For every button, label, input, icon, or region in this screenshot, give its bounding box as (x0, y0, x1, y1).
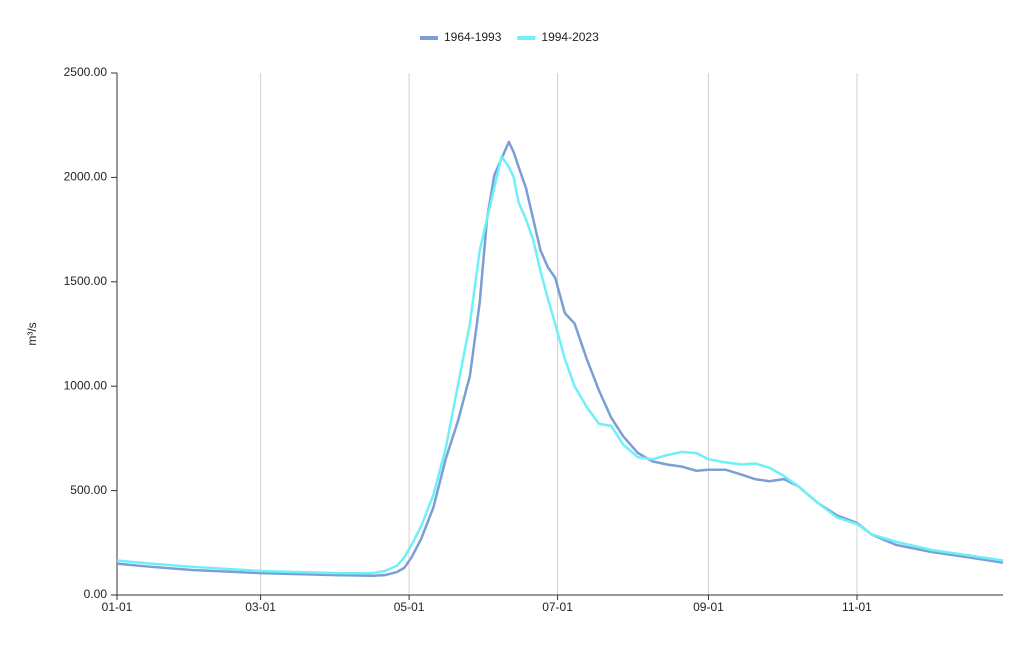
y-tick-label: 2000.00 (64, 170, 108, 184)
y-tick-label: 500.00 (70, 483, 107, 497)
x-tick-label: 01-01 (102, 600, 133, 614)
y-tick-label: 1500.00 (64, 274, 108, 288)
y-tick-label: 1000.00 (64, 378, 108, 392)
y-tick-label: 0.00 (84, 587, 108, 601)
legend-label: 1964-1993 (444, 30, 502, 44)
x-tick-label: 03-01 (245, 600, 276, 614)
series-line (116, 155, 1004, 575)
x-tick-label: 07-01 (542, 600, 573, 614)
x-tick-label: 09-01 (693, 600, 724, 614)
y-tick-label: 2500.00 (64, 65, 108, 79)
legend-label: 1994-2023 (541, 30, 599, 44)
y-axis-label: m³/s (25, 322, 39, 345)
x-tick-label: 05-01 (394, 600, 425, 614)
x-tick-label: 11-01 (842, 600, 872, 614)
series-line (116, 140, 1004, 578)
